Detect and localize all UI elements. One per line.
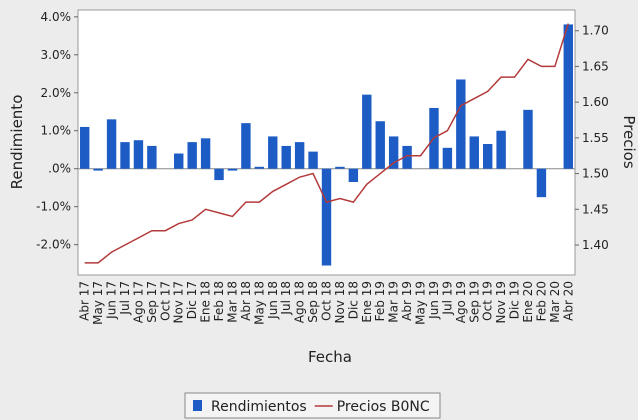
x-tick-label: Abr 18 [239, 281, 253, 321]
price-line [84, 23, 569, 264]
bar [294, 142, 305, 169]
bar [496, 130, 506, 169]
x-tick-label: Jun 17 [105, 281, 119, 320]
bar [254, 166, 265, 169]
x-tick-label: Oct 19 [481, 281, 495, 321]
x-axis-title: Fecha [308, 348, 352, 366]
y2-tick-label: 1.45 [582, 202, 609, 216]
x-tick-label: Oct 18 [320, 281, 334, 321]
x-tick-label: Jul 18 [279, 281, 293, 316]
x-tick-label: Ene 18 [199, 281, 213, 323]
x-tick-label: Sep 19 [467, 281, 481, 323]
bar [375, 121, 385, 169]
x-tick-label: Abr 19 [400, 281, 414, 321]
x-tick-label: Ene 20 [521, 281, 535, 323]
bar [335, 166, 345, 169]
x-tick-label: Dic 19 [508, 281, 522, 319]
x-tick-label: Mar 20 [548, 281, 562, 323]
legend [184, 392, 441, 419]
x-tick-label: Ago 18 [293, 281, 307, 323]
bar [482, 144, 493, 169]
bar [214, 168, 224, 181]
bar [536, 168, 547, 198]
bar [348, 168, 359, 182]
x-tick-label: May 19 [414, 281, 428, 325]
x-tick-label: Feb 19 [373, 281, 387, 321]
x-tick-label: Sep 17 [145, 281, 159, 323]
y-tick-label: 2.0% [41, 86, 72, 100]
y-tick-label: 4.0% [41, 10, 72, 24]
y2-tick-label: 1.50 [582, 167, 609, 181]
y2-tick-label: 1.70 [582, 24, 609, 38]
x-tick-label: Oct 17 [158, 281, 172, 321]
x-tick-label: May 18 [252, 281, 266, 325]
bar [362, 94, 372, 169]
bar [402, 145, 412, 169]
bar [120, 142, 130, 169]
bar [241, 123, 251, 169]
x-tick-label: Mar 18 [225, 281, 239, 323]
x-tick-label: May 17 [91, 281, 105, 325]
y-tick-label: -1.0% [36, 200, 71, 214]
bar [174, 153, 184, 169]
x-tick-label: Dic 17 [185, 281, 199, 319]
x-tick-label: Jun 19 [427, 281, 441, 320]
bar [442, 147, 453, 169]
y2-tick-label: 1.60 [582, 95, 609, 109]
x-tick-label: Nov 17 [172, 281, 186, 324]
bar [469, 136, 479, 169]
bar [388, 136, 399, 169]
bar [93, 168, 103, 171]
y-axis-title: Rendimiento [8, 95, 26, 190]
legend-label: Precios B0NC [337, 399, 430, 415]
bar [563, 24, 573, 169]
x-tick-label: Nov 18 [333, 281, 347, 324]
y-tick-label: 1.0% [41, 124, 72, 138]
x-tick-label: Mar 19 [387, 281, 401, 323]
x-tick-label: Abr 20 [561, 281, 575, 321]
x-tick-label: Ene 19 [360, 281, 374, 323]
x-tick-label: Nov 19 [494, 281, 508, 324]
bar [147, 145, 157, 169]
y2-axis-title: Precios [620, 115, 638, 168]
x-tick-label: Ago 19 [454, 281, 468, 323]
bar [321, 168, 332, 266]
y2-tick-label: 1.40 [582, 238, 609, 252]
y2-tick-label: 1.65 [582, 59, 609, 73]
bar [80, 126, 90, 169]
y2-tick-label: 1.55 [582, 131, 609, 145]
x-tick-label: Feb 18 [212, 281, 226, 321]
legend-label: Rendimientos [211, 399, 307, 415]
x-tick-label: Jul 17 [118, 281, 132, 316]
y-tick-label: .0% [48, 162, 71, 176]
bar [456, 79, 466, 169]
bar [227, 168, 238, 171]
x-tick-label: Jun 18 [266, 281, 280, 320]
bar [268, 136, 278, 169]
bar [133, 140, 144, 169]
x-tick-label: Ago 17 [131, 281, 145, 323]
bar [187, 142, 197, 169]
bar [523, 109, 533, 169]
x-tick-label: Abr 17 [78, 281, 92, 321]
bar [281, 145, 291, 169]
bar [308, 151, 318, 169]
x-tick-label: Sep 18 [306, 281, 320, 323]
y-tick-label: -2.0% [36, 238, 71, 252]
x-tick-label: Jul 19 [440, 281, 454, 316]
y-tick-label: 3.0% [41, 48, 72, 62]
x-tick-label: Feb 20 [534, 281, 548, 321]
x-tick-label: Dic 18 [346, 281, 360, 319]
bar [106, 119, 117, 169]
bar [200, 138, 211, 169]
legend-swatch [193, 400, 202, 411]
